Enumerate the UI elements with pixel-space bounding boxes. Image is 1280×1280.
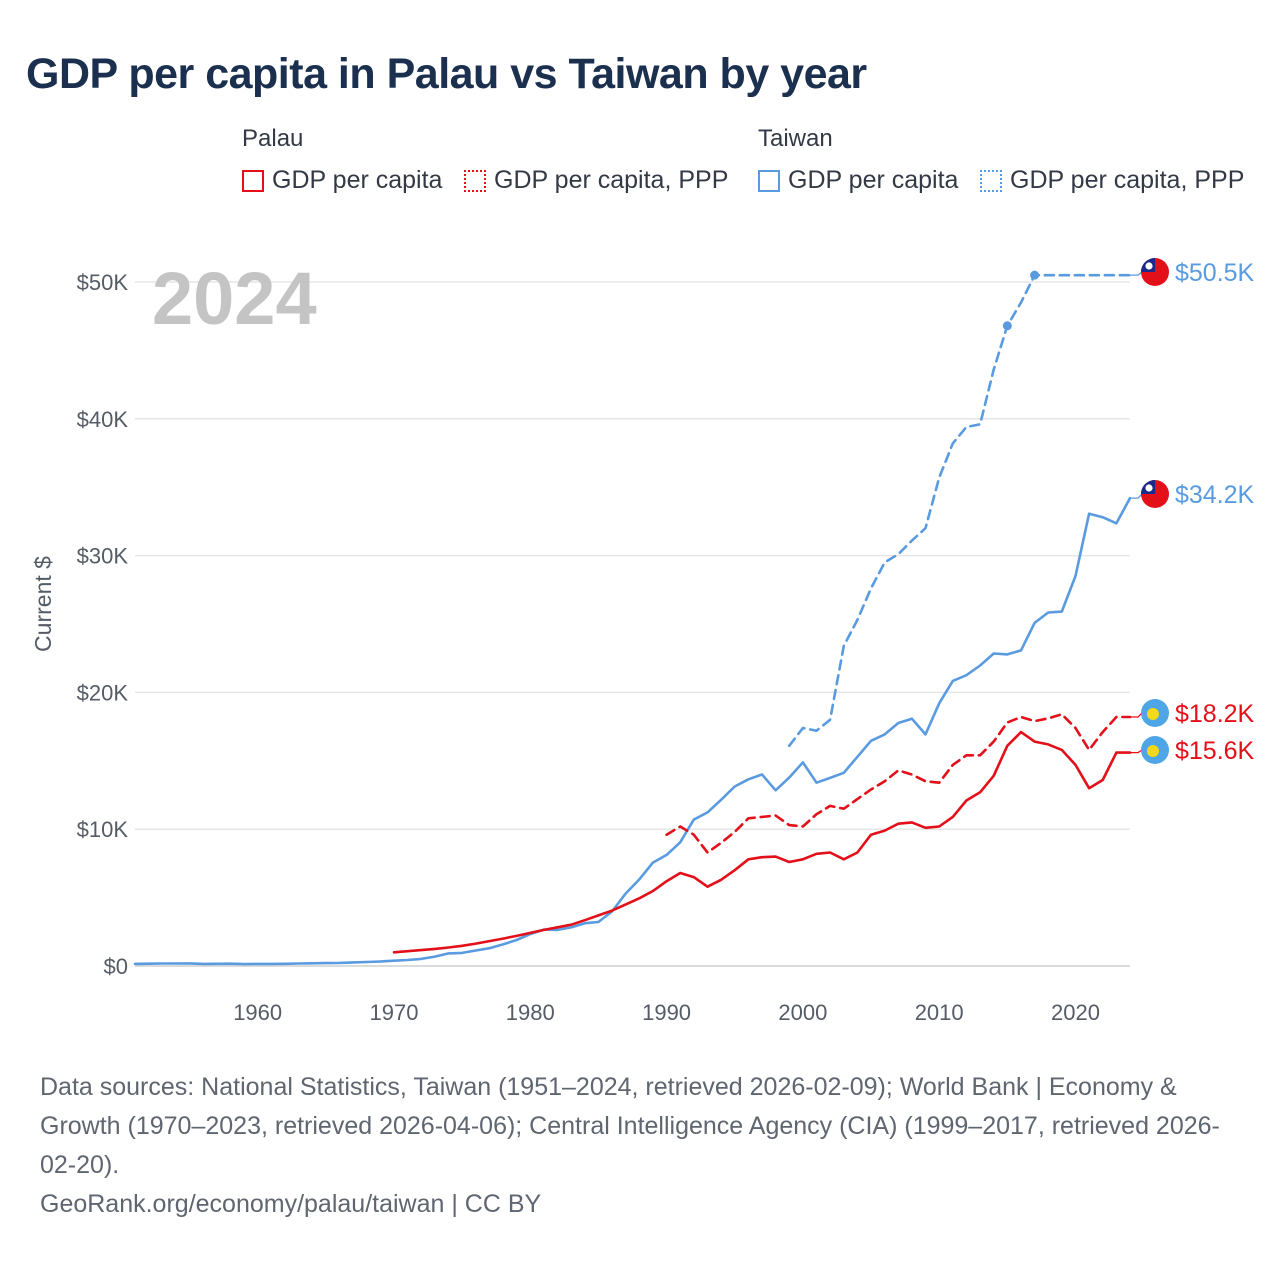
x-tick-label: 1980 xyxy=(506,1000,555,1025)
taiwan-flag-icon xyxy=(1141,480,1169,508)
credit-link[interactable]: GeoRank.org/economy/palau/taiwan | CC BY xyxy=(40,1190,542,1218)
y-tick-label: $50K xyxy=(77,270,129,295)
series-line-taiwan-ppp xyxy=(787,273,1132,748)
y-tick-label: $30K xyxy=(77,544,129,569)
legend-swatch-palau-gdp xyxy=(242,169,264,192)
x-tick-label: 1990 xyxy=(642,1000,691,1025)
legend-swatch-taiwan-gdp xyxy=(758,169,780,192)
series-lines xyxy=(133,273,1132,966)
flag-sun xyxy=(1145,262,1153,270)
x-axis-ticks: 1960 1970 1980 1990 2000 2010 2020 xyxy=(233,1000,1100,1025)
legend-swatch-palau-ppp xyxy=(464,169,486,192)
y-tick-label: $20K xyxy=(77,680,129,705)
legend-label-palau-ppp: GDP per capita, PPP xyxy=(494,166,729,194)
x-tick-label: 2020 xyxy=(1051,1000,1100,1025)
y-axis-title: Current $ xyxy=(30,556,56,652)
end-value-label: $50.5K xyxy=(1175,259,1255,287)
legend-label-palau-gdp: GDP per capita xyxy=(272,166,443,194)
flag-moon xyxy=(1147,708,1159,720)
end-label-connector xyxy=(1130,749,1143,754)
end-value-label: $15.6K xyxy=(1175,737,1255,765)
legend-item-palau-ppp[interactable]: GDP per capita, PPP xyxy=(464,166,728,195)
year-watermark: 2024 xyxy=(152,257,317,340)
legend-group-palau: Palau xyxy=(242,125,304,152)
series-line-palau-gdp xyxy=(392,730,1132,954)
x-tick-label: 2010 xyxy=(915,1000,964,1025)
taiwan-flag-icon xyxy=(1141,258,1169,286)
flag-sun xyxy=(1145,484,1153,492)
palau-flag-icon xyxy=(1141,736,1169,764)
end-labels: $34.2K $50.5K $15.6K $18.2K xyxy=(1130,258,1255,765)
series-line-palau-ppp xyxy=(665,713,1132,854)
data-markers xyxy=(1002,270,1040,331)
legend-label-taiwan-gdp: GDP per capita xyxy=(788,166,959,194)
x-tick-label: 1960 xyxy=(233,1000,282,1025)
y-tick-label: $40K xyxy=(77,407,129,432)
series-line-taiwan-gdp xyxy=(133,496,1132,966)
legend-item-palau-gdp[interactable]: GDP per capita xyxy=(242,166,442,195)
end-value-label: $18.2K xyxy=(1175,700,1255,728)
end-label-connector xyxy=(1130,493,1143,499)
legend-item-taiwan-ppp[interactable]: GDP per capita, PPP xyxy=(980,166,1244,195)
data-point-marker xyxy=(1030,270,1040,280)
legend-swatch-taiwan-ppp xyxy=(980,169,1002,192)
legend-item-taiwan-gdp[interactable]: GDP per capita xyxy=(758,166,958,195)
y-tick-label: $10K xyxy=(77,817,129,842)
end-label-connector xyxy=(1130,271,1143,276)
end-label-connector xyxy=(1130,712,1143,718)
legend-group-taiwan: Taiwan xyxy=(758,125,833,152)
chart-title: GDP per capita in Palau vs Taiwan by yea… xyxy=(26,50,867,98)
data-sources: Data sources: National Statistics, Taiwa… xyxy=(40,1073,1220,1179)
legend-label-taiwan-ppp: GDP per capita, PPP xyxy=(1010,166,1245,194)
x-tick-label: 1970 xyxy=(369,1000,418,1025)
gridlines xyxy=(135,281,1130,967)
end-value-label: $34.2K xyxy=(1175,481,1255,509)
flag-moon xyxy=(1147,745,1159,757)
footer: Data sources: National Statistics, Taiwa… xyxy=(40,1068,1240,1224)
y-axis-ticks: $0 $10K $20K $30K $40K $50K xyxy=(77,270,129,979)
line-chart: 2024 $0 $10K $20K $30K $40K $50K 1960 1970 1980… xyxy=(30,257,1255,1025)
x-tick-label: 2000 xyxy=(778,1000,827,1025)
data-point-marker xyxy=(1002,321,1012,331)
palau-flag-icon xyxy=(1141,699,1169,727)
y-tick-label: $0 xyxy=(104,954,128,979)
